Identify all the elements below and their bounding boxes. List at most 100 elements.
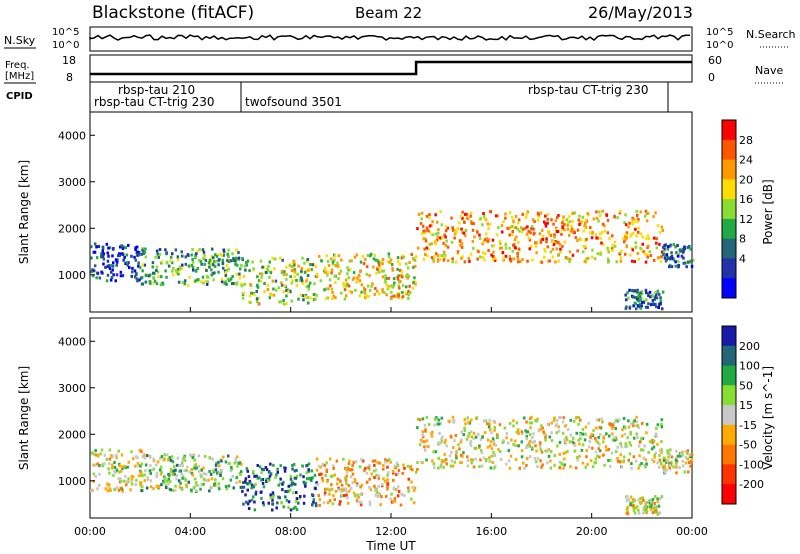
echo-cell <box>307 462 311 466</box>
echo-cell <box>416 461 419 464</box>
echo-cell <box>111 264 115 268</box>
echo-cell <box>144 280 148 284</box>
echo-cell <box>686 245 690 249</box>
echo-cell <box>382 269 385 273</box>
echo-cell <box>374 493 378 497</box>
echo-cell <box>641 421 644 425</box>
echo-cell <box>193 458 196 462</box>
echo-cell <box>561 420 565 424</box>
echo-cell <box>128 266 131 269</box>
echo-cell <box>453 439 456 443</box>
echo-cell <box>549 459 552 463</box>
echo-cell <box>551 255 555 259</box>
echo-cell <box>439 463 443 467</box>
echo-cell <box>326 271 329 275</box>
echo-cell <box>616 419 619 423</box>
echo-cell <box>215 462 218 466</box>
echo-cell <box>624 213 627 217</box>
echo-cell <box>127 460 130 464</box>
echo-cell <box>166 453 169 457</box>
echo-cell <box>491 238 495 242</box>
echo-cell <box>389 497 392 501</box>
colorbar-segment <box>722 365 736 386</box>
echo-cell <box>578 214 581 218</box>
echo-cell <box>519 226 523 230</box>
echo-cell <box>414 280 417 284</box>
echo-cell <box>396 267 399 271</box>
echo-cell <box>120 465 124 469</box>
echo-cell <box>651 439 654 442</box>
echo-cell <box>635 209 639 213</box>
echo-cell <box>188 470 191 474</box>
echo-cell <box>268 296 272 300</box>
echo-cell <box>479 458 482 462</box>
echo-cell <box>383 278 387 282</box>
echo-cell <box>146 454 149 458</box>
echo-cell <box>477 446 481 450</box>
echo-cell <box>391 470 395 473</box>
echo-cell <box>189 453 192 457</box>
echo-cell <box>591 248 594 252</box>
echo-cell <box>557 253 560 257</box>
echo-cell <box>176 456 180 460</box>
echo-cell <box>501 441 505 445</box>
echo-cell <box>227 248 230 252</box>
echo-cell <box>639 210 642 214</box>
echo-cell <box>645 212 649 215</box>
echo-cell <box>205 282 209 286</box>
echo-cell <box>237 251 240 255</box>
echo-cell <box>666 449 669 453</box>
echo-cell <box>476 230 479 234</box>
echo-cell <box>593 257 597 261</box>
echo-cell <box>482 419 486 423</box>
echo-cell <box>359 493 362 497</box>
echo-cell <box>661 245 665 249</box>
echo-cell <box>378 270 381 274</box>
echo-cell <box>392 284 395 288</box>
echo-cell <box>549 233 553 237</box>
echo-cell <box>141 263 145 267</box>
echo-cell <box>385 277 388 280</box>
echo-cell <box>418 418 422 422</box>
echo-cell <box>160 455 164 459</box>
echo-cell <box>171 460 175 464</box>
echo-cell <box>184 262 188 266</box>
echo-cell <box>292 463 296 466</box>
echo-cell <box>682 256 685 260</box>
echo-cell <box>245 500 248 504</box>
colorbar-frame <box>721 325 737 505</box>
echo-cell <box>158 456 162 460</box>
echo-cell <box>245 261 248 264</box>
echo-cell <box>152 487 155 491</box>
echo-cell <box>333 258 336 262</box>
echo-cell <box>630 422 633 426</box>
echo-cell <box>488 222 492 226</box>
echo-cell <box>110 276 114 279</box>
echo-cell <box>624 307 628 310</box>
echo-cell <box>141 269 144 273</box>
echo-cell <box>651 441 654 445</box>
echo-cell <box>155 282 159 286</box>
echo-cell <box>456 227 460 230</box>
echo-cell <box>632 424 635 428</box>
echo-cell <box>544 438 547 442</box>
echo-cell <box>645 237 648 241</box>
echo-cell <box>472 431 476 435</box>
echo-cell <box>330 287 334 291</box>
echo-cell <box>224 270 227 274</box>
echo-cell <box>625 231 629 235</box>
echo-cell <box>136 456 139 460</box>
echo-cell <box>359 260 363 264</box>
echo-cell <box>543 247 546 251</box>
echo-cell <box>582 250 585 254</box>
echo-cell <box>540 260 544 264</box>
echo-cell <box>532 432 535 436</box>
echo-cell <box>283 270 286 274</box>
echo-cell <box>259 259 263 263</box>
power-heatmap <box>90 209 695 311</box>
echo-cell <box>602 440 605 444</box>
echo-cell <box>135 245 139 249</box>
echo-cell <box>348 459 351 463</box>
echo-cell <box>451 228 455 232</box>
echo-cell <box>463 418 466 422</box>
